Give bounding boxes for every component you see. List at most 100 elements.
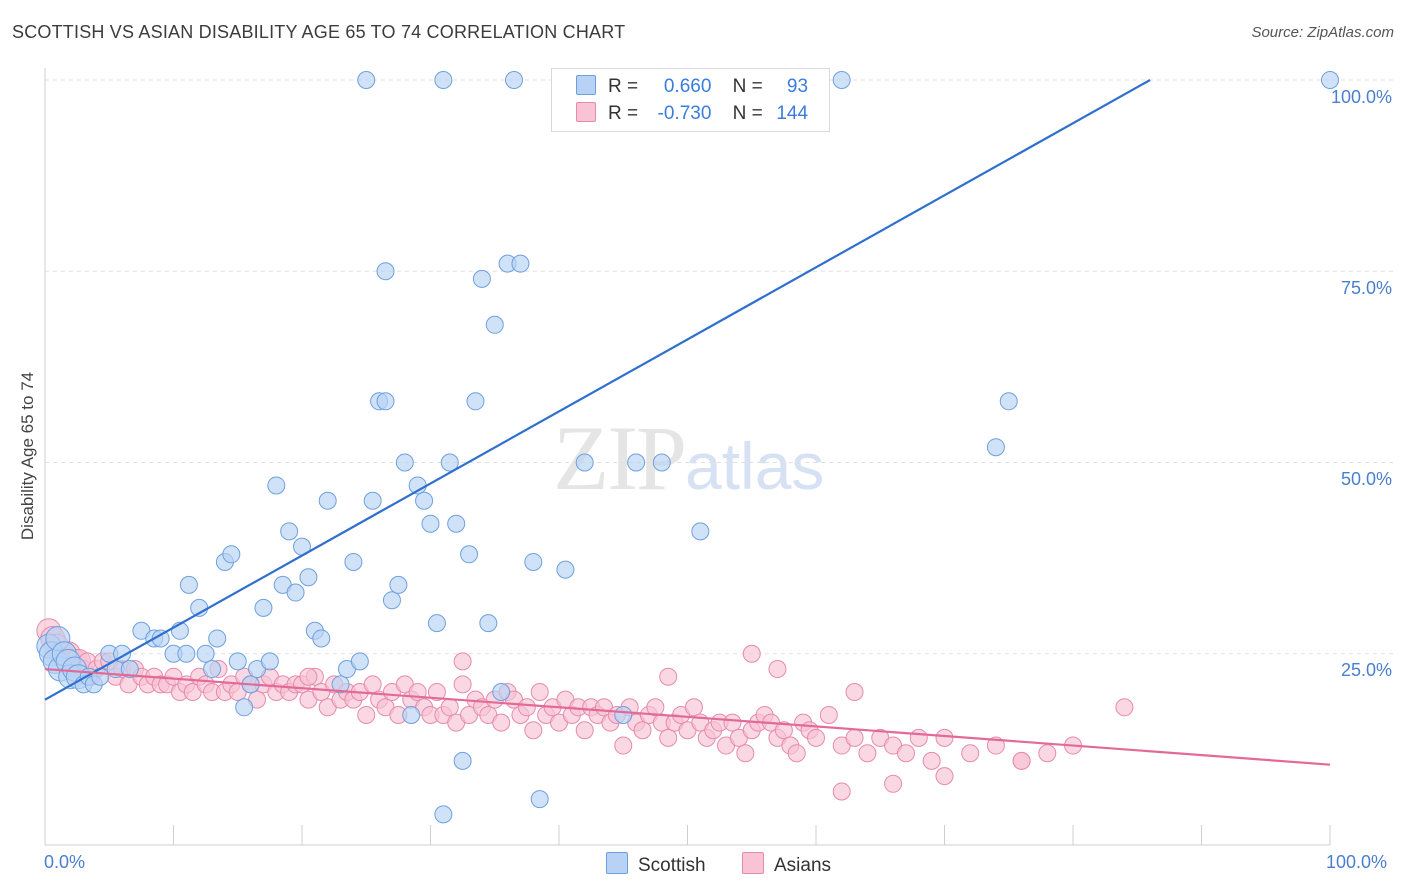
scottish-point xyxy=(363,491,382,510)
scottish-point xyxy=(222,545,241,564)
legend-item-scottish[interactable]: Scottish xyxy=(606,852,706,877)
scottish-point xyxy=(434,71,453,89)
asians-point xyxy=(723,713,742,732)
y-tick-label: 100.0% xyxy=(1330,87,1392,107)
asians-point xyxy=(363,675,382,694)
scottish-point xyxy=(376,392,395,411)
asians-point xyxy=(935,728,954,747)
asians-point xyxy=(1038,744,1057,763)
watermark: ZIPatlas xyxy=(553,405,824,511)
scottish-point xyxy=(479,614,498,633)
scottish-point xyxy=(485,315,504,334)
asians-point xyxy=(845,728,864,747)
asians-point xyxy=(453,652,472,671)
scottish-point xyxy=(267,476,286,495)
scottish-point xyxy=(395,453,414,472)
scottish-point xyxy=(260,652,279,671)
scottish-point xyxy=(530,790,549,809)
asians-point xyxy=(774,721,793,740)
asians-point xyxy=(858,744,877,763)
scottish-point xyxy=(492,683,511,701)
scottish-point xyxy=(235,698,254,717)
scottish-point xyxy=(466,392,485,411)
scottish-point xyxy=(318,491,337,510)
scottish-point xyxy=(382,591,401,610)
legend-item-asians[interactable]: Asians xyxy=(742,852,831,877)
scottish-point xyxy=(434,805,453,824)
asians-point xyxy=(684,698,703,717)
n-value: 93 xyxy=(786,76,809,97)
asians-point xyxy=(742,644,761,663)
y-axis-label: Disability Age 65 to 74 xyxy=(18,371,37,541)
asians-legend-swatch xyxy=(742,852,764,874)
asians-point xyxy=(736,744,755,763)
stats-legend: R = 0.660 N = 93 R = -0.730 N = 144 xyxy=(551,68,830,132)
asians-point xyxy=(492,713,511,732)
scottish-point xyxy=(331,675,350,694)
scottish-point xyxy=(421,514,440,533)
asians-point xyxy=(524,721,543,740)
asians-point xyxy=(845,683,864,701)
scottish-swatch xyxy=(576,75,596,95)
asians-swatch xyxy=(576,102,596,122)
asians-point xyxy=(357,705,376,724)
legend-row-scottish: R = 0.660 N = 93 xyxy=(576,74,808,100)
asians-trend-line xyxy=(44,667,1331,766)
scottish-legend-swatch xyxy=(606,852,628,874)
x-tick-label: 100.0% xyxy=(1326,852,1388,872)
scottish-point xyxy=(472,269,491,288)
y-tick-label: 50.0% xyxy=(1340,469,1392,489)
asians-point xyxy=(896,744,915,763)
asians-point xyxy=(440,698,459,717)
asians-point xyxy=(659,728,678,747)
asians-point xyxy=(909,728,928,747)
scottish-point xyxy=(228,652,247,671)
scottish-point xyxy=(440,453,459,472)
watermark-atlas: atlas xyxy=(685,429,825,503)
scottish-point xyxy=(254,598,273,617)
asians-point xyxy=(633,721,652,740)
scottish-point xyxy=(280,522,299,541)
asians-point xyxy=(575,721,594,740)
scottish-point xyxy=(357,71,376,89)
asians-point xyxy=(807,728,825,747)
asians-point xyxy=(935,767,954,786)
asians-point xyxy=(768,660,787,679)
scottish-point xyxy=(402,705,421,724)
asians-point xyxy=(832,782,851,801)
scottish-point xyxy=(627,453,646,472)
n-value: 144 xyxy=(776,103,809,124)
scottish-point xyxy=(299,568,318,587)
scottish-point xyxy=(460,545,479,564)
scottish-point xyxy=(196,644,215,663)
r-label: R = xyxy=(608,103,639,124)
scottish-trend-line xyxy=(44,79,1151,701)
scottish-point xyxy=(511,254,530,273)
asians-point xyxy=(453,675,472,694)
r-value: -0.730 xyxy=(657,103,712,124)
scottish-point xyxy=(691,522,710,541)
scottish-point xyxy=(376,262,395,281)
scottish-point xyxy=(447,514,466,533)
asians-point xyxy=(530,683,549,701)
scottish-point xyxy=(614,705,633,724)
scottish-point xyxy=(350,652,369,671)
source-label: Source: ZipAtlas.com xyxy=(1251,24,1394,41)
scottish-point xyxy=(986,438,1005,457)
scottish-point xyxy=(524,552,543,571)
legend-label: Scottish xyxy=(638,855,706,876)
asians-point xyxy=(819,705,838,724)
scottish-point xyxy=(286,583,305,602)
scottish-point xyxy=(203,660,222,679)
chart-title: SCOTTISH VS ASIAN DISABILITY AGE 65 TO 7… xyxy=(12,22,626,42)
scottish-point xyxy=(208,629,227,648)
y-tick-label: 75.0% xyxy=(1340,278,1392,298)
legend-row-asians: R = -0.730 N = 144 xyxy=(576,101,808,127)
scottish-point xyxy=(389,575,408,594)
scottish-point xyxy=(1321,71,1339,89)
n-label: N = xyxy=(732,76,763,97)
r-label: R = xyxy=(608,76,639,97)
asians-point xyxy=(787,744,806,763)
scottish-point xyxy=(344,552,363,571)
legend-label: Asians xyxy=(774,855,832,876)
